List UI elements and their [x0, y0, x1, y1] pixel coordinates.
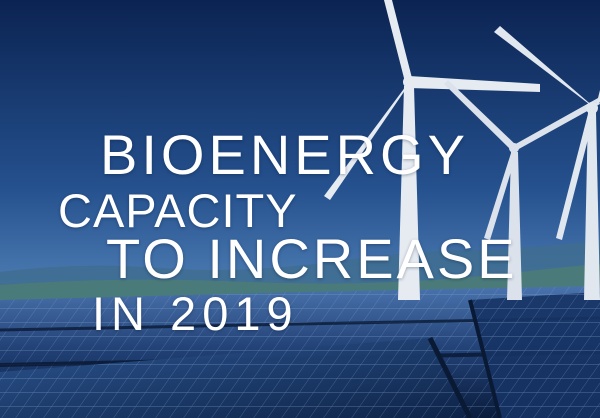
solar-panel-field: [0, 286, 600, 418]
wind-turbine-right: [494, 26, 600, 300]
wind-turbine-medium: [444, 80, 600, 300]
wind-turbine-large: [324, 0, 540, 300]
